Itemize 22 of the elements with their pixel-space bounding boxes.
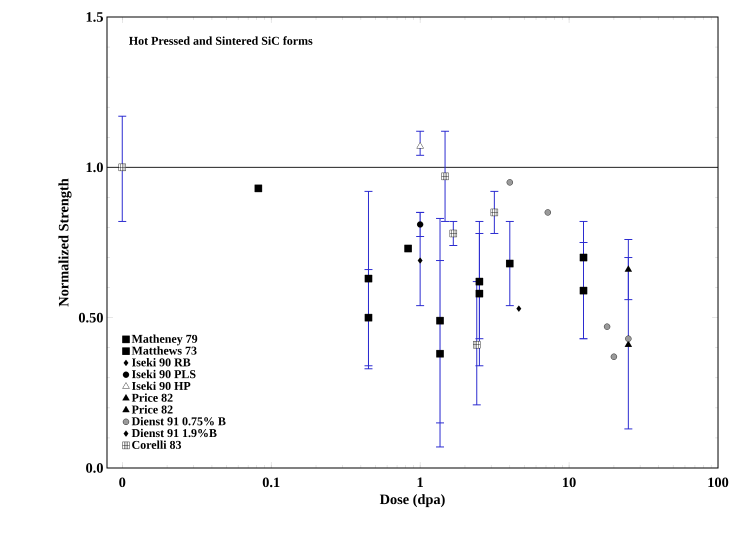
- y-axis-title: Normalized Strength: [58, 178, 72, 306]
- legend-label: Price 82: [132, 393, 173, 402]
- y-tick-label: 0.0: [86, 463, 103, 473]
- x-tick-label: 0.1: [262, 477, 280, 488]
- legend-label: Matthews 73: [132, 346, 197, 355]
- annotation: Hot Pressed and Sintered SiC forms: [129, 36, 312, 45]
- legend-label: Dienst 91 1.9%B: [132, 428, 217, 438]
- x-tick-label: 0: [119, 477, 126, 488]
- x-tick-label: 10: [563, 477, 576, 488]
- x-tick-label: 1: [418, 478, 423, 487]
- y-tick-label: 1.0: [86, 162, 103, 172]
- legend-label: Matheney 79: [132, 334, 198, 346]
- y-tick-label: 1.5: [86, 12, 103, 22]
- legend-label: Iseki 90 RB: [132, 358, 190, 366]
- legend-label: Price 82: [132, 405, 173, 414]
- legend-label: Iseki 90 HP: [132, 382, 190, 390]
- y-tick-label: 0.50: [78, 312, 103, 323]
- x-axis-title: Dose (dpa): [380, 494, 445, 508]
- legend-label: Dienst 91 0.75% B: [132, 416, 226, 426]
- legend-label: Corelli 83: [132, 440, 182, 449]
- legend-label: Iseki 90 PLS: [132, 370, 196, 378]
- x-tick-label: 100: [708, 477, 728, 488]
